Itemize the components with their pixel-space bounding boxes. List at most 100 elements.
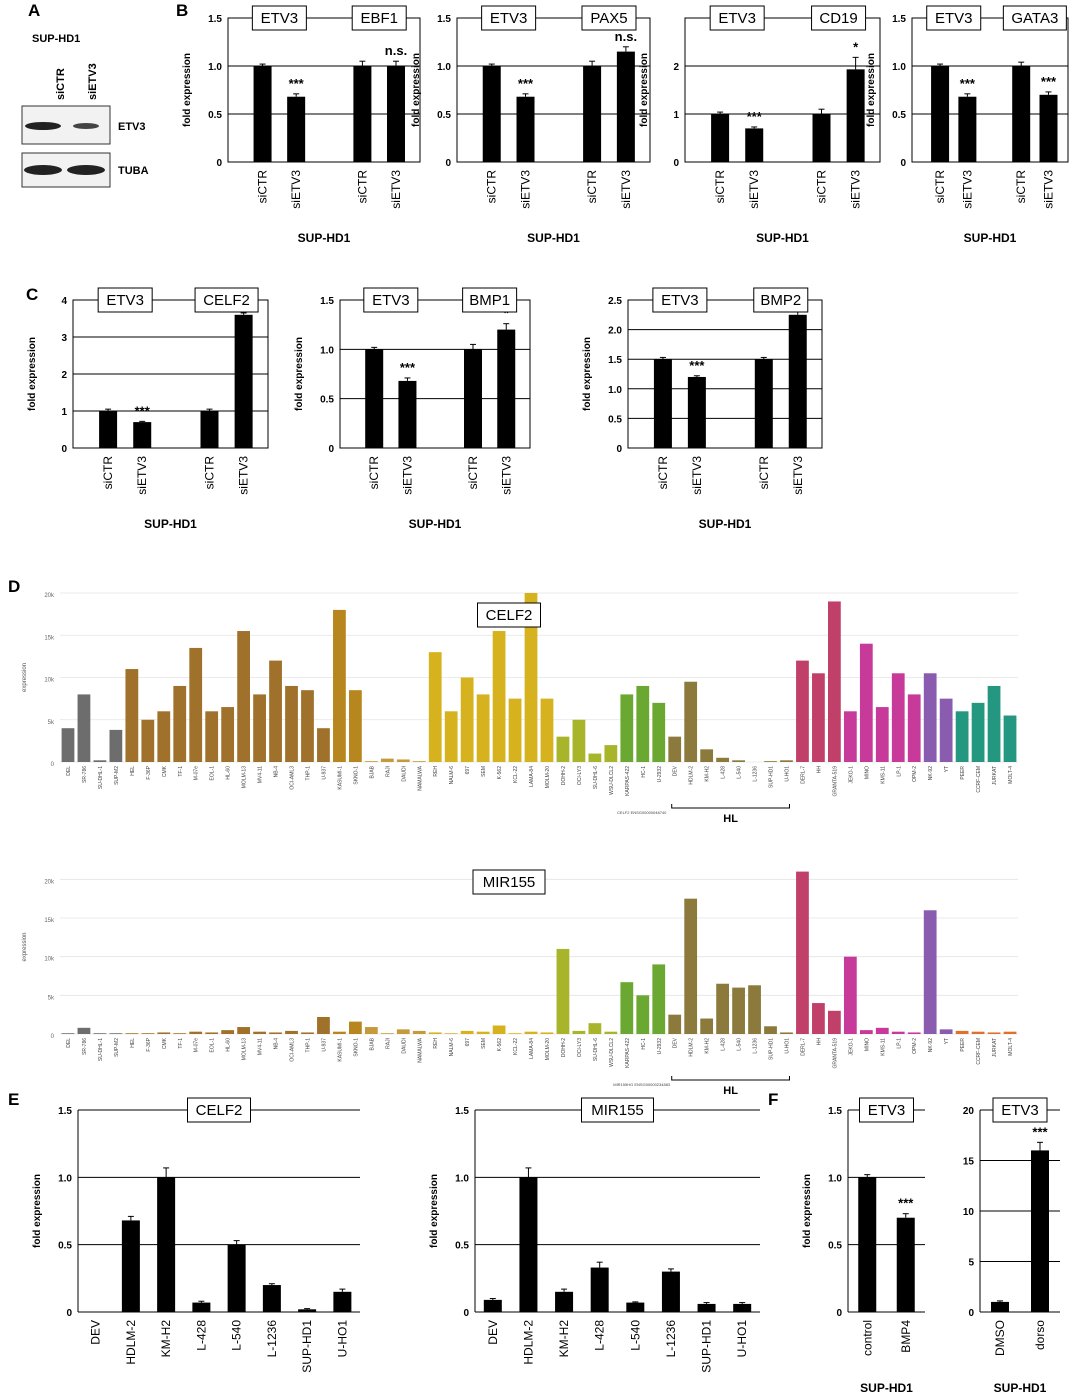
bar [508, 698, 522, 762]
blot-lane: siCTR [55, 68, 67, 100]
x-tick-label: K-562 [497, 1038, 503, 1052]
y-tick-label: 0 [66, 1308, 72, 1319]
x-tick-label: CCRF-CEM [976, 766, 982, 793]
x-tick-label: U-937 [321, 766, 327, 780]
x-tick-label: SUP-M2 [114, 1038, 120, 1057]
x-tick-label: HDLM-2 [689, 766, 695, 785]
bar [428, 1032, 442, 1034]
x-tick-label: SUP-HD1 [300, 1320, 314, 1373]
x-tick-label: MOLT-4 [1008, 766, 1014, 784]
x-tick-label: 697 [465, 1038, 471, 1047]
x-tick-label: siCTR [203, 456, 217, 490]
y-tick-label: 1 [61, 407, 67, 418]
y-tick-label: 0.5 [455, 1241, 469, 1252]
bar [556, 948, 570, 1034]
x-tick-label: SKNO-1 [353, 766, 359, 785]
title-box-label: ETV3 [261, 10, 299, 27]
x-tick-label: WSU-DLCL2 [609, 766, 615, 795]
x-tick-label: L-1236 [753, 1038, 759, 1054]
x-tick-label: PEER [960, 766, 966, 780]
plot-frame [339, 299, 531, 449]
x-tick-label: MOLT-4 [1008, 1038, 1014, 1056]
x-tick-label: MINO [864, 1038, 870, 1051]
title-box-label: CELF2 [486, 607, 533, 624]
hl-bracket [671, 1076, 790, 1081]
x-tick-label: LAMA-84 [529, 1038, 535, 1059]
y-tick-label: 10k [44, 678, 55, 684]
x-tick-label: L-428 [593, 1320, 607, 1351]
bar [987, 1032, 1001, 1034]
bar [1012, 66, 1031, 162]
plot-frame [456, 17, 651, 163]
x-tick-label: KM-H2 [705, 766, 711, 782]
bar [253, 694, 266, 762]
x-tick-label: NALM-6 [449, 1038, 455, 1057]
x-tick-label: F-36P [146, 765, 152, 779]
x-tick-label: EOL-1 [210, 1038, 216, 1053]
x-tick-label: DEL [66, 766, 72, 776]
x-tick-label: siCTR [656, 456, 670, 490]
bar [99, 411, 118, 448]
bar [125, 1033, 139, 1034]
bar [604, 1031, 618, 1034]
x-tick-label: NK-92 [928, 1038, 934, 1052]
title-box-label: CELF2 [196, 1102, 243, 1119]
y-tick-label: 0.5 [320, 395, 334, 406]
x-tick-label: K-562 [497, 766, 503, 780]
bar [540, 698, 554, 762]
bar [1031, 1150, 1049, 1312]
y-tick-label: 0.5 [58, 1241, 72, 1252]
bar [396, 1029, 410, 1034]
title-box-label: ETV3 [372, 292, 410, 309]
x-tick-label: PEER [960, 1038, 966, 1052]
x-tick-label: MOLM-20 [545, 766, 551, 788]
bar [253, 1031, 266, 1034]
bar [827, 601, 841, 762]
significance-label: *** [289, 76, 305, 91]
y-axis-label: fold expression [411, 53, 422, 127]
x-tick-label: DOHH-2 [561, 1038, 567, 1057]
bar [93, 760, 107, 762]
bar [931, 66, 950, 162]
bar [846, 69, 865, 162]
y-tick-label: 20k [44, 879, 55, 885]
bar [460, 677, 474, 762]
x-tick-label: SUP-HD1 [769, 1038, 775, 1060]
x-tick-label: NB-4 [274, 766, 280, 778]
bar [287, 96, 306, 162]
x-tick-label: BJAB [369, 1037, 375, 1050]
y-tick-label: 0 [900, 158, 906, 169]
bar [348, 1021, 362, 1034]
y-axis-label: expression [22, 663, 28, 692]
x-tick-label: OCI-AML3 [290, 766, 296, 790]
bar [269, 660, 282, 762]
bar [923, 673, 937, 762]
x-axis-label: SUP-HD1 [409, 517, 462, 531]
bar [971, 1031, 985, 1034]
y-tick-label: 1.5 [828, 1106, 842, 1117]
gene-footnote: CELF2 ENSG00000048740 [617, 810, 667, 815]
y-axis-label: expression [22, 932, 28, 961]
y-tick-label: 0 [216, 158, 222, 169]
x-tick-label: SR-786 [82, 766, 88, 783]
x-tick-label: SEM [481, 766, 487, 777]
bar [955, 711, 969, 762]
x-tick-label: siCTR [466, 456, 480, 490]
significance-label: *** [400, 360, 416, 375]
x-tick-label: NK-92 [928, 766, 934, 780]
bar [732, 987, 745, 1034]
x-tick-label: L-540 [230, 1320, 244, 1351]
bar [1003, 715, 1017, 762]
title-box-label: EBF1 [360, 10, 398, 27]
panel-label: B [176, 1, 188, 20]
y-tick-label: 1.5 [320, 296, 334, 307]
x-tick-label: OCI-LY3 [577, 766, 583, 785]
y-axis-label: fold expression [32, 1174, 43, 1248]
bar [133, 422, 152, 448]
x-tick-label: control [860, 1320, 874, 1356]
x-tick-label: SUP-HD1 [700, 1320, 714, 1373]
bar [590, 1267, 609, 1312]
blot-band-label: TUBA [118, 165, 149, 177]
x-tick-label: DEV [673, 1037, 679, 1048]
x-tick-label: DOHH-2 [561, 766, 567, 785]
